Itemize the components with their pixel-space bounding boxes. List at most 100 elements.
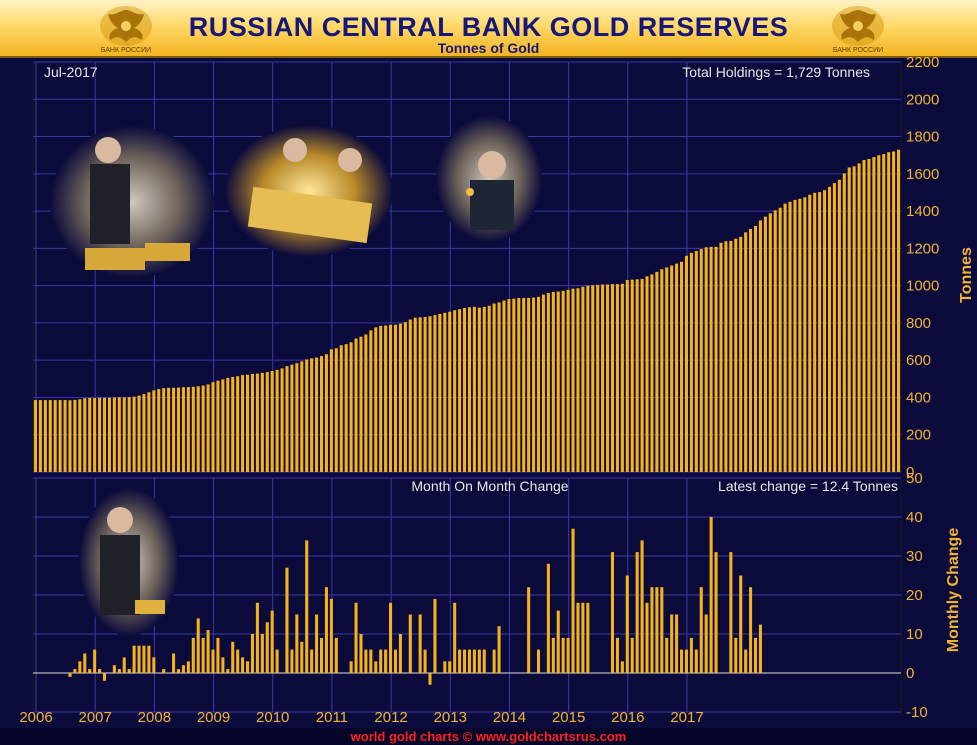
holdings-bar	[467, 307, 471, 472]
change-bar	[665, 637, 669, 673]
change-bar	[551, 637, 555, 673]
change-bar	[610, 552, 615, 673]
holdings-bar	[216, 380, 220, 472]
y-tick-label: 0	[906, 464, 914, 481]
change-bar	[497, 626, 501, 673]
change-bar	[689, 637, 693, 673]
change-bar	[102, 673, 107, 681]
change-bar	[122, 657, 126, 673]
holdings-bar	[107, 397, 111, 472]
holdings-bar	[236, 376, 240, 472]
change-bar	[127, 669, 131, 673]
bottom-panel-title: Month On Month Change	[411, 478, 568, 494]
change-bar	[650, 587, 654, 673]
holdings-bar	[83, 398, 87, 472]
change-bar	[645, 602, 649, 673]
holdings-bar	[300, 361, 304, 472]
change-bar	[630, 637, 634, 673]
photo-vignette-1	[50, 126, 214, 278]
holdings-bar	[482, 306, 486, 472]
holdings-bar	[413, 317, 417, 472]
bank-emblem-left: БАНК РОССИИ	[100, 6, 152, 54]
change-bar	[374, 661, 378, 673]
holdings-bar	[418, 317, 422, 472]
holdings-bar	[250, 373, 254, 472]
holdings-bar	[502, 300, 506, 472]
holdings-bar	[872, 157, 876, 472]
chart-title: RUSSIAN CENTRAL BANK GOLD RESERVES	[188, 12, 789, 42]
x-tick-label: 2008	[138, 709, 171, 726]
change-bar	[684, 649, 688, 673]
holdings-bar	[729, 240, 733, 472]
change-bar	[250, 634, 254, 673]
change-bar	[477, 649, 481, 673]
holdings-bar	[857, 163, 861, 472]
holdings-bar	[867, 158, 871, 472]
holdings-bar	[408, 319, 412, 472]
change-bar	[315, 614, 319, 673]
holdings-bar	[260, 372, 264, 472]
holdings-bar	[596, 284, 600, 472]
date-label: Jul-2017	[44, 64, 98, 80]
y-tick-label: 10	[906, 626, 923, 643]
change-bar	[675, 614, 679, 673]
y-tick-label: 600	[906, 352, 931, 369]
holdings-bar	[744, 232, 748, 472]
holdings-bar	[58, 400, 62, 472]
holdings-bar	[675, 263, 679, 472]
change-bar	[196, 618, 200, 673]
holdings-bar	[601, 284, 605, 472]
change-bar	[625, 575, 629, 673]
change-bar	[147, 645, 151, 673]
holdings-bar	[768, 213, 772, 472]
holdings-bar	[201, 385, 205, 472]
change-bar	[694, 649, 698, 673]
holdings-bar	[38, 400, 42, 472]
holdings-bar	[453, 310, 457, 472]
change-bar	[620, 661, 624, 673]
chart-labels: 2006 2007 2008 2009 2010 2011 2012 2013 2014 2015…	[19, 54, 975, 726]
change-bar	[428, 673, 432, 685]
change-bar	[566, 637, 570, 673]
change-bar	[191, 637, 195, 673]
holdings-bar	[290, 364, 294, 472]
holdings-bar	[842, 173, 846, 473]
change-bar	[739, 575, 743, 673]
holdings-bar	[167, 387, 171, 472]
holdings-bar	[546, 293, 550, 472]
photo-vignette-2	[225, 125, 393, 257]
change-bar	[561, 637, 565, 673]
holdings-bar	[172, 387, 176, 472]
y-tick-label: -10	[906, 704, 928, 721]
holdings-bar	[847, 167, 851, 472]
y-tick-label: 50	[906, 470, 923, 487]
holdings-bar	[132, 396, 136, 472]
holdings-bar	[463, 308, 467, 472]
holdings-bar	[398, 323, 402, 472]
holdings-bar	[699, 249, 703, 472]
holdings-bar	[472, 306, 476, 472]
holdings-bar	[487, 305, 491, 472]
change-bar	[670, 614, 674, 673]
holdings-bar	[295, 363, 299, 472]
change-bar	[349, 661, 353, 673]
holdings-bar	[536, 296, 541, 472]
change-bar	[615, 637, 619, 673]
holdings-bar	[319, 356, 324, 472]
total-holdings-label: Total Holdings = 1,729 Tonnes	[682, 64, 870, 80]
holdings-bar	[497, 302, 501, 472]
x-tick-label: 2015	[552, 709, 585, 726]
x-tick-label: 2013	[434, 709, 467, 726]
change-bar	[463, 649, 467, 673]
x-tick-label: 2016	[611, 709, 644, 726]
holdings-bar	[832, 183, 836, 473]
holdings-bar	[423, 316, 427, 472]
holdings-bar	[576, 288, 580, 472]
photo-vignette-4	[79, 488, 179, 636]
holdings-bar	[566, 289, 570, 472]
holdings-bar	[389, 324, 393, 472]
change-bar	[423, 649, 427, 673]
y-tick-label: 2000	[906, 91, 939, 108]
change-bar	[384, 649, 388, 673]
